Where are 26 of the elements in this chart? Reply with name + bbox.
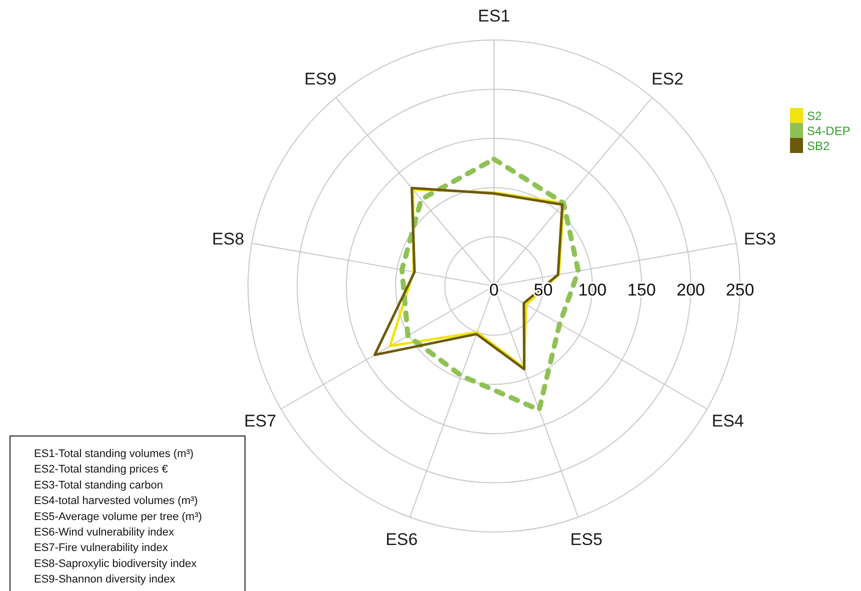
y-tick-label: 200 — [676, 280, 705, 300]
text: ES5-Average volume per tree (m³) — [34, 510, 202, 523]
spoke-label: ES1 — [478, 6, 510, 26]
y-tick-label: 100 — [578, 280, 607, 300]
text: ES6-Wind vulnerability index — [34, 526, 175, 538]
spoke-label: ES3 — [744, 230, 776, 249]
legend-label: S4-DEP — [807, 124, 850, 138]
spoke-label: ES4 — [712, 412, 744, 430]
text: ES1-Total standing volumes (m³) — [34, 448, 194, 460]
spoke-label: ES8 — [212, 230, 244, 249]
y-tick-label: 150 — [627, 280, 656, 300]
y-tick-label: 0 — [489, 280, 499, 300]
legend-label: S2 — [807, 109, 822, 123]
legend-label: SB2 — [807, 139, 830, 153]
text: ES2-Total standing prices € — [34, 464, 168, 476]
spoke-label: ES6 — [386, 530, 418, 550]
text: ES9-Shannon diversity index — [34, 574, 176, 586]
spoke-label: ES9 — [304, 70, 337, 89]
y-tick-label: 250 — [726, 280, 754, 300]
text: ES3-Total standing carbon — [34, 479, 164, 492]
text: ES4-total harvested volumes (m³) — [34, 495, 198, 508]
spoke-label: ES2 — [651, 70, 684, 89]
spoke-label: ES7 — [244, 412, 276, 430]
text: ES7-Fire vulnerability index — [34, 542, 168, 554]
spoke-label: ES5 — [570, 530, 602, 550]
text: ES8-Saproxylic biodiversity index — [34, 558, 198, 570]
